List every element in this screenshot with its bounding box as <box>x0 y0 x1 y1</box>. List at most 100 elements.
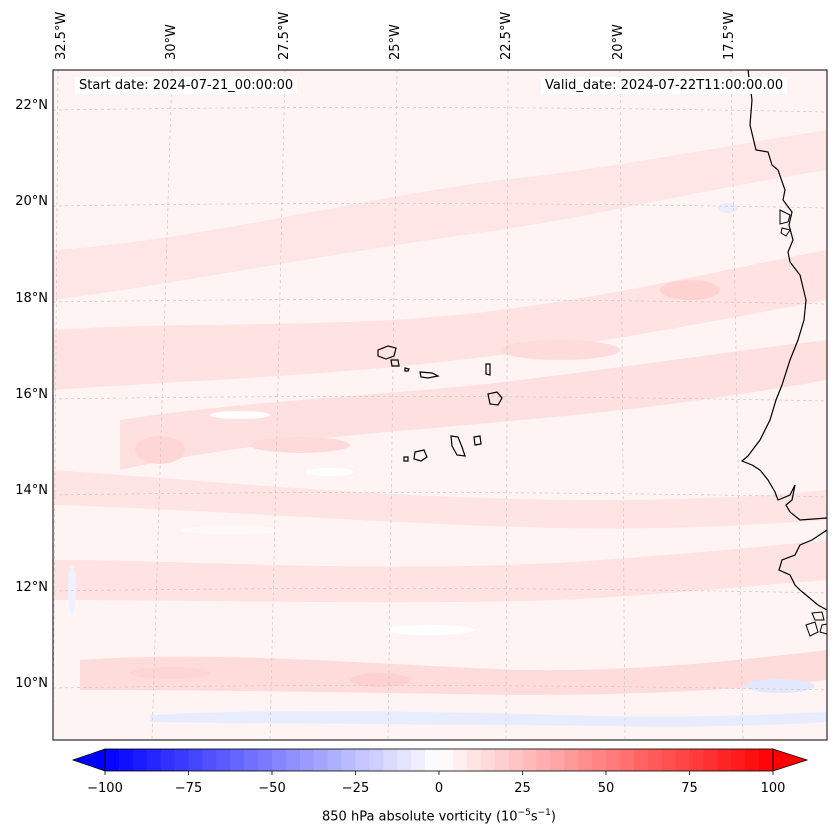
colorbar-cell <box>522 749 537 771</box>
island-santo-antao <box>377 345 397 360</box>
colorbar-tick-0: 0 <box>434 781 444 796</box>
colorbar-cell <box>592 749 607 771</box>
gridline-lon-30w <box>151 70 173 740</box>
valid-date-label: Valid_date: 2024-07-22T11:00:00.00 <box>541 77 788 94</box>
colorbar-tick-25: 25 <box>514 781 531 796</box>
gridline-lon-17-5w <box>730 70 744 740</box>
colorbar-cell <box>466 749 482 771</box>
island-boa-vista <box>487 391 503 406</box>
colorbar-cell <box>425 749 440 771</box>
colorbar-cell <box>216 749 231 771</box>
positive-band-central <box>53 250 827 390</box>
colorbar-cell <box>355 749 370 771</box>
colorbar-cell <box>174 749 189 771</box>
gridline-lat-16n <box>53 396 827 402</box>
colorbar-cell <box>439 749 454 771</box>
colorbar-cell <box>327 749 343 771</box>
africa-coastline <box>740 70 827 521</box>
colorbar-tick-neg75: −75 <box>174 781 203 796</box>
colorbar-cell <box>578 749 593 771</box>
colorbar-cell <box>731 749 746 771</box>
positive-cell-5 <box>500 340 620 360</box>
africa-coastline-south <box>778 529 827 611</box>
colorbar-cell <box>411 749 426 771</box>
colorbar-cell <box>717 749 732 771</box>
colorbar-cell <box>550 749 565 771</box>
colorbar-cell <box>647 749 663 771</box>
lat-label-18n: 18°N <box>15 291 48 306</box>
colorbar-cell <box>285 749 301 771</box>
coast-islands-bijagos <box>805 611 827 637</box>
positive-band-north <box>53 130 827 300</box>
positive-cell-6 <box>250 437 350 453</box>
colorbar-cell <box>383 749 398 771</box>
island-santa-luzia <box>404 367 410 372</box>
colorbar-tick-neg50: −50 <box>258 781 286 796</box>
neutral-patch-4 <box>180 526 280 534</box>
colorbar-cell <box>675 749 690 771</box>
colorbar-cell <box>494 749 510 771</box>
colorbar-cell <box>745 749 760 771</box>
gridlines <box>53 70 827 740</box>
colorbar-cell <box>244 749 259 771</box>
coast-islands-dakar <box>779 209 791 237</box>
negative-cell-3 <box>68 565 76 615</box>
colorbar-cell <box>508 749 523 771</box>
gridline-lat-22n <box>53 107 827 113</box>
colorbar-label-main: 850 hPa absolute vorticity (10 <box>322 809 518 825</box>
gridline-lon-25w <box>387 70 398 740</box>
gridline-lon-27-5w <box>269 70 286 740</box>
gridline-lon-20w <box>619 70 626 740</box>
colorbar-max-extend <box>772 748 809 772</box>
map-frame <box>52 69 828 741</box>
colorbar-label-exp2: −1 <box>537 808 551 818</box>
colorbar-cell <box>341 749 356 771</box>
colorbar-tick-marks <box>104 771 774 775</box>
lat-label-10n: 10°N <box>15 676 48 691</box>
gridline-lat-14n <box>53 492 827 498</box>
colorbar-cell <box>619 749 635 771</box>
colorbar-cell <box>564 749 579 771</box>
colorbar-cell <box>759 749 774 771</box>
island-fogo <box>413 449 428 462</box>
colorbar-cell <box>230 749 245 771</box>
start-date-label: Start date: 2024-07-21_00:00:00 <box>75 77 298 94</box>
lat-label-16n: 16°N <box>15 387 48 402</box>
gridline-lat-10n <box>53 685 827 691</box>
lat-label-20n: 20°N <box>15 194 48 209</box>
vorticity-field <box>53 70 827 740</box>
colorbar-cells <box>105 749 774 771</box>
colorbar-cell <box>272 749 287 771</box>
island-sao-nicolau <box>419 371 440 379</box>
colorbar-cell <box>689 749 704 771</box>
island-maio <box>473 435 482 446</box>
colorbar-cell <box>452 749 468 771</box>
positive-cell-3 <box>350 673 410 687</box>
neutral-patch-1 <box>210 411 270 419</box>
negative-cell-1 <box>745 679 815 693</box>
positive-cell-2 <box>135 436 185 464</box>
cape-verde-islands <box>377 345 503 462</box>
positive-band-south3 <box>80 650 827 695</box>
colorbar-tick-100: 100 <box>760 781 786 796</box>
colorbar-cell <box>132 749 148 771</box>
colorbar-cell <box>606 749 621 771</box>
island-brava <box>403 456 409 462</box>
colorbar-cell <box>299 749 315 771</box>
colorbar-cell <box>633 749 649 771</box>
colorbar-label-exp1: −5 <box>517 808 531 818</box>
colorbar-cell <box>703 749 718 771</box>
colorbar-cell <box>146 749 162 771</box>
colorbar-label-mid: s <box>530 809 538 825</box>
colorbar-cell <box>188 749 203 771</box>
colorbar-cell <box>160 749 176 771</box>
colorbar-tick-75: 75 <box>681 781 698 796</box>
island-sao-vicente <box>390 359 400 367</box>
colorbar-tick-neg100: −100 <box>87 781 123 796</box>
gridline-lat-18n <box>53 299 827 305</box>
positive-cell-1 <box>660 280 720 300</box>
positive-band-south1 <box>53 470 827 529</box>
lat-label-22n: 22°N <box>15 98 48 113</box>
colorbar-tick-neg25: −25 <box>341 781 370 796</box>
